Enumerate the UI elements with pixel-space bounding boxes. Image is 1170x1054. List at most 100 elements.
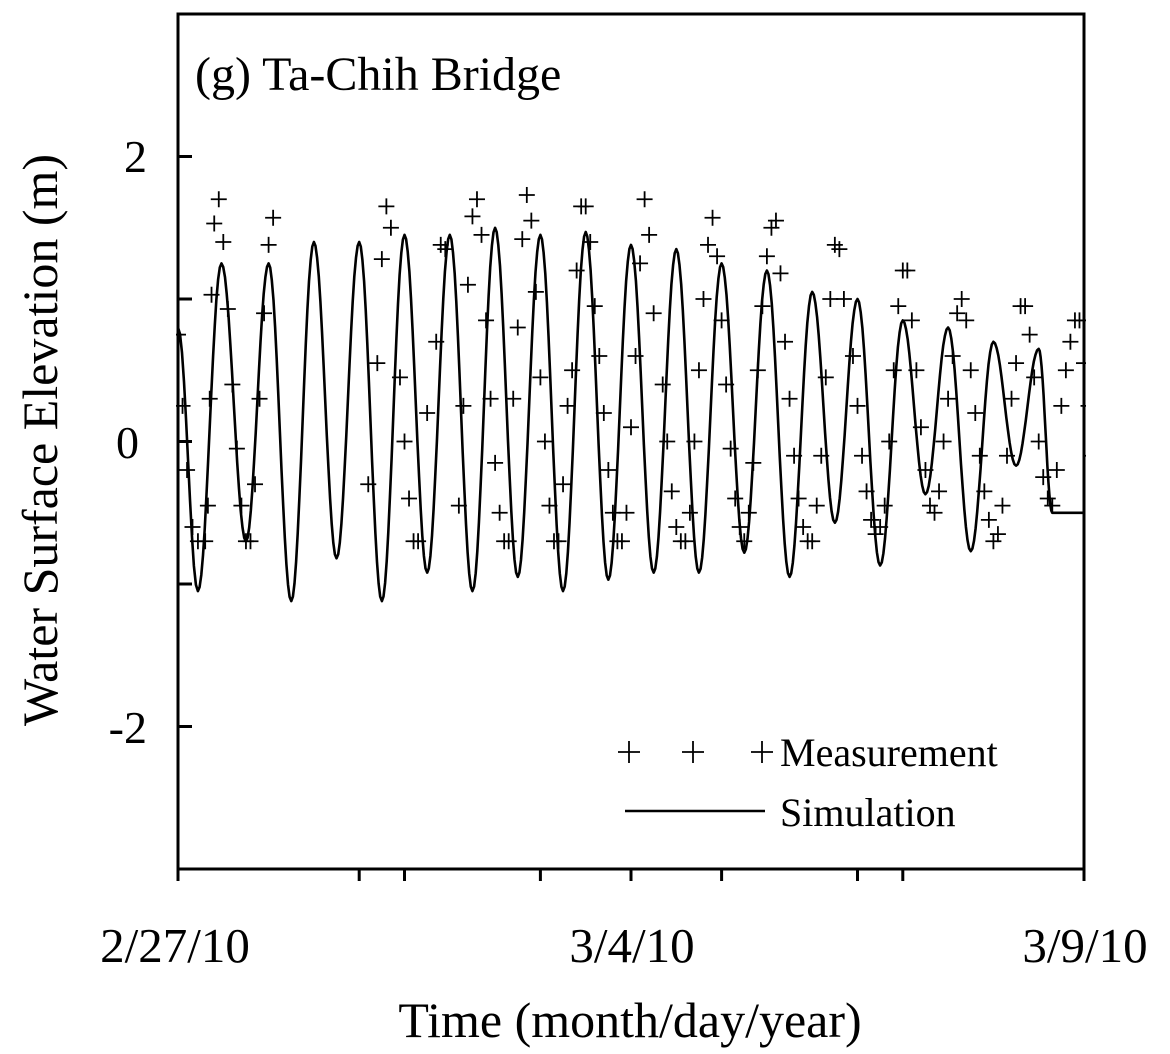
measurement-point <box>247 476 264 493</box>
measurement-point <box>668 519 685 535</box>
measurement-point <box>749 362 766 379</box>
measurement-point <box>971 447 988 464</box>
measurement-point <box>645 305 662 322</box>
measurement-point <box>468 191 485 208</box>
measurement-point <box>876 497 893 514</box>
measurement-point <box>1071 312 1086 329</box>
legend: Measurement Simulation <box>618 730 998 835</box>
measurement-point <box>903 312 920 329</box>
measurement-point <box>487 454 504 471</box>
measurement-point <box>1094 533 1110 549</box>
measurement-point <box>690 362 707 379</box>
measurement-point <box>623 419 639 436</box>
measurement-point <box>478 312 495 329</box>
measurement-point <box>872 519 889 535</box>
measurement-point <box>967 405 984 421</box>
measurement-point <box>985 533 1002 550</box>
measurement-point <box>450 497 467 514</box>
measurement-point <box>199 497 216 514</box>
measurement-point <box>568 262 585 279</box>
x-axis-label: Time (month/day/year) <box>398 992 861 1048</box>
x-axis-ticks <box>176 869 1086 881</box>
measurement-point <box>926 504 943 521</box>
measurement-point <box>1017 298 1034 315</box>
measurement-point <box>613 533 630 550</box>
measurement-point <box>382 219 399 236</box>
measurement-point <box>659 433 676 450</box>
measurement-point <box>826 236 843 253</box>
measurement-point <box>976 483 993 500</box>
x-tick-label-mid: 3/4/10 <box>569 918 694 973</box>
legend-simulation-label: Simulation <box>780 790 956 835</box>
y-axis-ticks <box>178 155 192 728</box>
measurement-point <box>1057 362 1074 379</box>
measurement-point <box>813 447 830 464</box>
y-tick-label-0: 0 <box>116 417 139 468</box>
measurement-point <box>396 433 413 450</box>
measurement-point <box>641 226 658 243</box>
measurement-point <box>1080 404 1086 407</box>
measurement-point <box>727 490 744 507</box>
measurement-point <box>210 191 227 208</box>
measurement-point <box>944 348 961 364</box>
measurement-point <box>369 355 386 372</box>
chart-title: (g) Ta-Chih Bridge <box>195 48 561 101</box>
legend-measurement-symbols <box>618 741 773 763</box>
measurement-point <box>795 519 812 535</box>
x-tick-label-end: 3/9/10 <box>1022 918 1147 973</box>
legend-plus-marker <box>751 741 773 763</box>
measurement-point <box>437 241 454 258</box>
measurement-point <box>632 255 649 272</box>
measurement-point <box>500 533 517 550</box>
measurement-point <box>921 497 938 514</box>
measurement-point <box>1035 469 1052 486</box>
measurement-point <box>835 291 852 307</box>
measurement-point <box>215 234 232 250</box>
measurement-point <box>899 262 916 279</box>
measurement-point <box>767 212 784 229</box>
measurement-point <box>518 186 535 203</box>
measurement-point <box>763 219 780 236</box>
measurement-point <box>844 348 861 364</box>
measurement-point <box>586 298 603 315</box>
measurement-point <box>491 504 508 521</box>
measurement-point <box>1062 333 1079 350</box>
measurement-point <box>514 231 531 248</box>
measurement-point <box>219 300 236 317</box>
measurement-point <box>627 348 644 364</box>
measurement-point <box>917 462 934 478</box>
measurement-point <box>373 251 390 268</box>
measurement-point <box>786 447 803 464</box>
measurement-point <box>989 526 1006 543</box>
measurement-point <box>736 533 753 550</box>
measurement-point <box>681 504 698 521</box>
measurement-point <box>890 298 907 315</box>
y-tick-label-2: 2 <box>124 131 147 182</box>
measurement-point <box>179 462 196 478</box>
legend-plus-marker <box>682 741 704 763</box>
measurement-point <box>881 433 898 450</box>
measurement-point <box>700 236 717 253</box>
measurement-point <box>618 504 635 521</box>
measurement-point <box>527 283 544 300</box>
measurement-point <box>949 305 966 322</box>
simulation-series-line <box>176 226 1084 603</box>
measurement-point <box>695 291 712 307</box>
measurement-point <box>781 390 798 407</box>
measurement-point <box>636 191 653 208</box>
measurement-point <box>559 397 576 414</box>
measurement-point <box>509 319 526 336</box>
legend-measurement-label: Measurement <box>780 730 998 775</box>
measurement-point <box>822 291 839 307</box>
measurement-point <box>745 454 762 471</box>
measurement-point <box>858 483 875 500</box>
measurement-point <box>958 312 975 329</box>
measurement-point <box>663 483 680 500</box>
measurement-point <box>718 376 735 393</box>
measurement-point <box>595 405 612 421</box>
measurement-point <box>1039 490 1056 507</box>
measurement-series-markers <box>176 186 1110 550</box>
measurement-point <box>1076 355 1086 372</box>
measurement-point <box>758 248 775 265</box>
